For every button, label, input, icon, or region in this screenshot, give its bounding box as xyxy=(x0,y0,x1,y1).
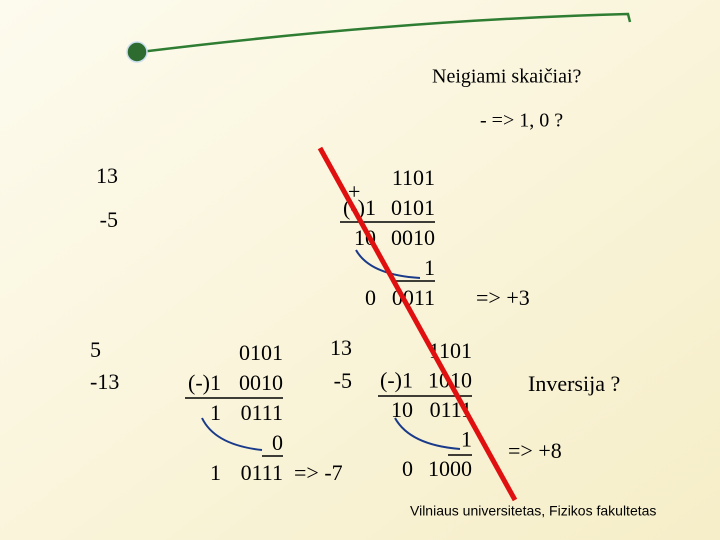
operand: -5 xyxy=(334,368,352,393)
carry: 1 xyxy=(210,400,221,425)
binary-digits: 0101 xyxy=(239,340,283,365)
binary-digits: 1 xyxy=(461,427,472,452)
binary-digits: 0111 xyxy=(241,400,283,425)
note: Inversija ? xyxy=(528,371,620,396)
carry: (-)1 xyxy=(188,370,221,395)
number: -13 xyxy=(90,369,119,394)
decor-dot xyxy=(126,41,148,63)
carry: 10 xyxy=(391,397,413,422)
decor-line xyxy=(139,12,632,54)
result: => +8 xyxy=(508,438,562,463)
operand: 13 xyxy=(330,335,352,360)
binary-digits: 0101 xyxy=(391,195,435,220)
carry-arrow xyxy=(355,249,421,279)
binary-digits: 0111 xyxy=(241,460,283,485)
carry: 0 xyxy=(365,285,376,310)
binary-digits: 1 xyxy=(424,255,435,280)
result: => +3 xyxy=(476,285,530,310)
binary-digits: 0 xyxy=(272,430,283,455)
number: -5 xyxy=(100,207,118,232)
carry: (-)1 xyxy=(380,368,413,393)
binary-digits: 0010 xyxy=(239,370,283,395)
binary-digits: 1000 xyxy=(428,456,472,481)
carry: 0 xyxy=(402,456,413,481)
title: Neigiami skaičiai? xyxy=(432,66,582,88)
result: => -7 xyxy=(294,460,343,485)
carry-arrow xyxy=(201,417,263,451)
strike-line xyxy=(317,146,518,502)
binary-digits: 0010 xyxy=(391,225,435,250)
number: 5 xyxy=(90,337,101,362)
carry-arrow xyxy=(394,417,461,450)
operator: + xyxy=(348,179,360,204)
carry: 1 xyxy=(210,460,221,485)
number: 13 xyxy=(96,163,118,188)
footer: Vilniaus universitetas, Fizikos fakultet… xyxy=(410,503,656,519)
binary-digits: 1101 xyxy=(392,165,435,190)
subtitle: - => 1, 0 ? xyxy=(480,110,563,132)
